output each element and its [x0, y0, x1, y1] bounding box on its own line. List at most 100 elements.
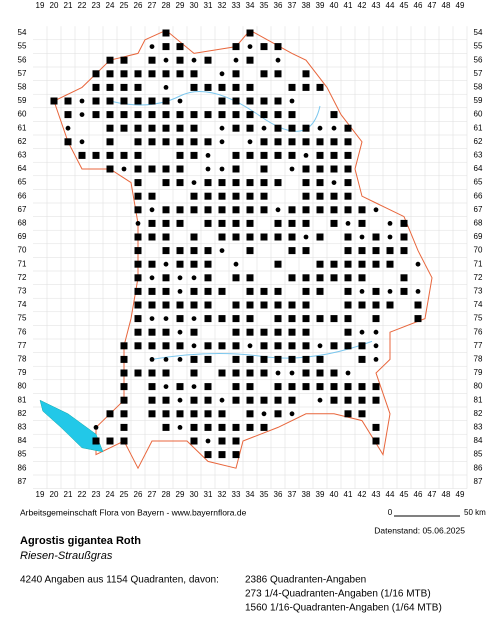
column-label: 30 — [190, 490, 199, 499]
quadrant-square — [190, 247, 198, 255]
column-label: 41 — [344, 1, 353, 10]
quadrant-square — [232, 437, 240, 445]
quadrant-dot — [177, 425, 183, 430]
quadrant-square — [246, 410, 254, 418]
column-label: 36 — [274, 1, 283, 10]
quadrant-square — [134, 192, 142, 200]
quadrant-square — [358, 260, 366, 268]
row-label: 69 — [18, 232, 27, 241]
quadrant-square — [176, 138, 184, 146]
column-label: 37 — [288, 1, 297, 10]
quadrant-square — [162, 301, 170, 309]
quadrant-square — [148, 396, 156, 404]
quadrant-square — [330, 206, 338, 214]
quadrant-square — [176, 70, 184, 78]
quadrant-square — [260, 423, 268, 431]
quadrant-square — [134, 151, 142, 159]
column-label: 21 — [64, 490, 73, 499]
row-label: 56 — [474, 55, 483, 64]
column-label: 37 — [288, 490, 297, 499]
quadrant-square — [400, 233, 408, 241]
quadrant-square — [190, 301, 198, 309]
quadrant-square — [274, 179, 282, 187]
column-label: 33 — [232, 490, 241, 499]
quadrant-dot — [247, 343, 253, 349]
quadrant-square — [218, 219, 226, 227]
quadrant-square — [148, 410, 156, 418]
quadrant-square — [372, 423, 380, 431]
quadrant-square — [316, 165, 324, 173]
quadrant-square — [190, 83, 198, 91]
quadrant-square — [176, 383, 184, 391]
quadrant-square — [358, 342, 366, 350]
column-label: 43 — [372, 490, 381, 499]
quadrant-square — [162, 274, 170, 282]
quadrant-dot — [219, 139, 225, 145]
row-label: 61 — [18, 123, 27, 132]
row-label: 59 — [474, 96, 483, 105]
quadrant-square — [120, 56, 128, 64]
row-label: 66 — [18, 191, 27, 200]
quadrant-square — [190, 138, 198, 146]
row-label: 66 — [474, 191, 483, 200]
row-label: 80 — [474, 382, 483, 391]
quadrant-square — [218, 206, 226, 214]
quadrant-dot — [303, 234, 309, 240]
quadrant-square — [302, 206, 310, 214]
quadrant-square — [246, 97, 254, 105]
quadrant-square — [232, 192, 240, 200]
quadrant-square — [344, 383, 352, 391]
quadrant-square — [106, 151, 114, 159]
quadrant-square — [288, 315, 296, 323]
region-outline — [53, 29, 433, 470]
quadrant-square — [302, 328, 310, 336]
row-label: 79 — [474, 368, 483, 377]
quadrant-square — [106, 70, 114, 78]
quadrant-square — [302, 124, 310, 132]
quadrant-square — [176, 111, 184, 119]
quadrant-square — [344, 410, 352, 418]
quadrant-square — [316, 83, 324, 91]
column-label: 44 — [386, 490, 395, 499]
column-label: 27 — [148, 490, 157, 499]
row-label: 68 — [18, 219, 27, 228]
quadrant-square — [358, 355, 366, 363]
row-label: 75 — [474, 314, 483, 323]
scale-end: 50 km — [464, 508, 486, 517]
quadrant-square — [176, 165, 184, 173]
quadrant-square — [204, 83, 212, 91]
column-label: 40 — [330, 490, 339, 499]
row-label: 58 — [474, 83, 483, 92]
row-label: 71 — [18, 259, 27, 268]
quadrant-dot — [191, 343, 197, 349]
quadrant-square — [386, 301, 394, 309]
quadrant-square — [218, 97, 226, 105]
column-label: 22 — [78, 490, 87, 499]
column-label: 34 — [246, 1, 255, 10]
species-common: Riesen-Straußgras — [20, 550, 113, 562]
quadrant-square — [400, 287, 408, 295]
quadrant-square — [134, 179, 142, 187]
row-label: 68 — [474, 219, 483, 228]
quadrant-square — [232, 206, 240, 214]
column-label: 35 — [260, 490, 269, 499]
row-label: 54 — [474, 28, 483, 37]
quadrant-square — [106, 56, 114, 64]
row-label: 55 — [18, 42, 27, 51]
quadrant-square — [414, 301, 422, 309]
quadrant-square — [50, 97, 58, 105]
quadrant-square — [316, 233, 324, 241]
quadrant-square — [176, 179, 184, 187]
quadrant-square — [260, 369, 268, 377]
quadrant-dot — [261, 411, 267, 417]
quadrant-square — [232, 328, 240, 336]
quadrant-square — [204, 383, 212, 391]
column-label: 24 — [106, 1, 115, 10]
quadrant-square — [120, 410, 128, 418]
quadrant-square — [274, 383, 282, 391]
quadrant-square — [106, 124, 114, 132]
quadrant-square — [106, 111, 114, 119]
quadrant-square — [148, 192, 156, 200]
row-label: 69 — [474, 232, 483, 241]
quadrant-square — [134, 342, 142, 350]
